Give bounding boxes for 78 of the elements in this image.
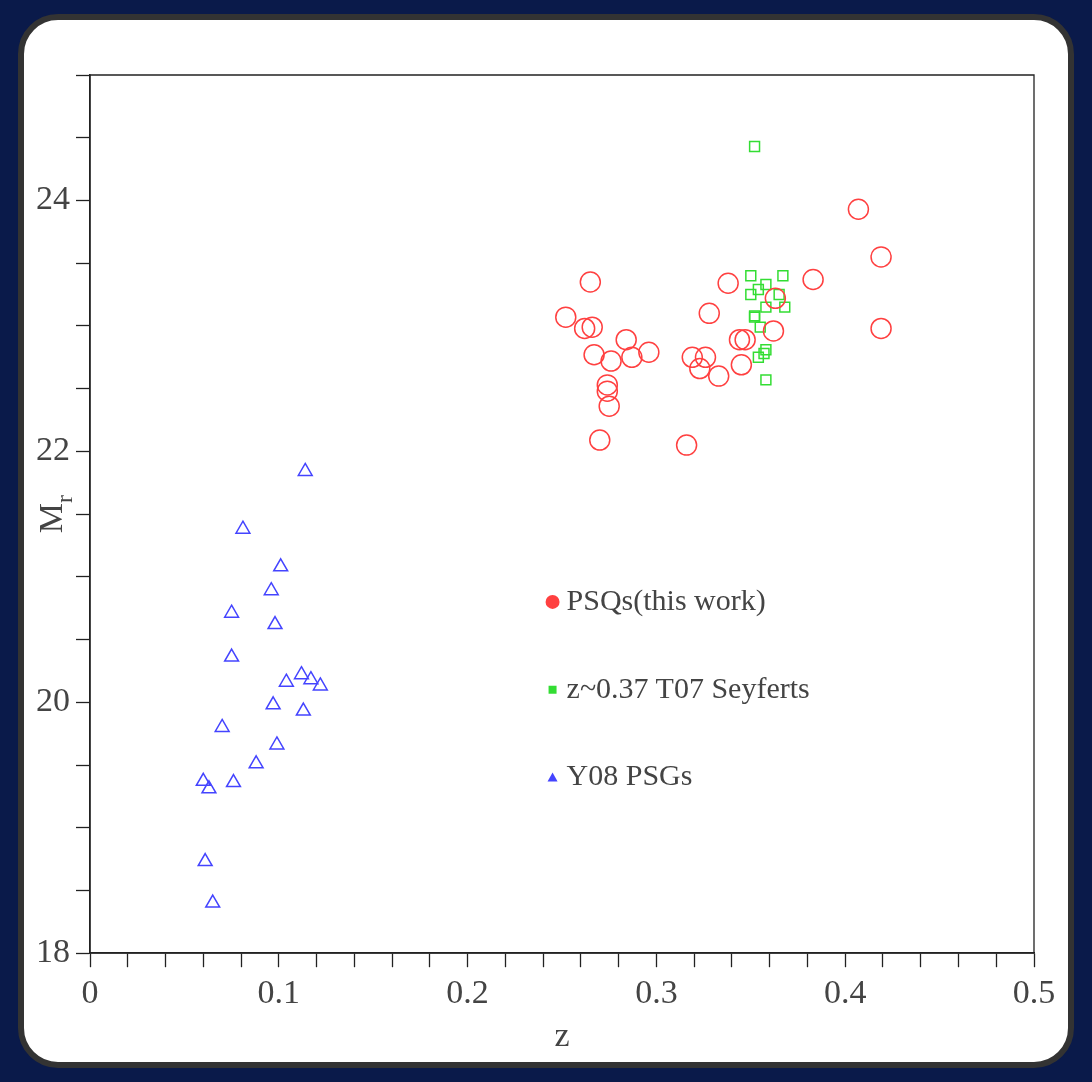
point (745, 270, 757, 282)
point (293, 665, 310, 680)
legend-label: z~0.37 T07 Seyferts (566, 670, 810, 704)
y-tick-label: 18 (36, 932, 70, 970)
y-axis-title: Mr (32, 494, 78, 534)
y-tick-label: 22 (36, 430, 70, 468)
point (752, 351, 765, 363)
point (762, 320, 785, 342)
point (748, 140, 761, 153)
x-tick-label: 0 (81, 972, 99, 1010)
point (870, 246, 892, 268)
point (734, 328, 756, 351)
point (303, 670, 319, 685)
point (596, 380, 619, 402)
point (752, 283, 765, 296)
point (225, 773, 242, 788)
legend-label: PSQs(this work) (566, 582, 766, 617)
legend-label: Y08 PSGs (566, 758, 693, 792)
point (223, 604, 240, 618)
point (600, 350, 622, 372)
point (555, 306, 577, 328)
point (581, 316, 603, 338)
x-tick-label: 0.4 (823, 972, 867, 1010)
point (248, 755, 264, 769)
point (760, 374, 772, 386)
point (312, 677, 329, 691)
x-tick-label: 0.5 (1012, 972, 1056, 1010)
point (681, 346, 704, 369)
point (638, 341, 660, 364)
point (278, 673, 295, 687)
point (205, 894, 221, 908)
point (589, 429, 611, 451)
point (621, 346, 643, 369)
y-tick-label: 24 (36, 179, 70, 217)
point (779, 301, 791, 313)
point (760, 301, 772, 313)
point (297, 462, 313, 477)
point (870, 317, 892, 340)
x-tick-label: 0.3 (635, 972, 678, 1010)
point (730, 354, 753, 376)
point (694, 346, 717, 369)
point (195, 772, 211, 787)
point (598, 395, 620, 417)
point (728, 328, 751, 351)
point (573, 317, 596, 340)
x-tick-label: 0.2 (446, 972, 489, 1010)
point (197, 852, 213, 867)
point (764, 287, 787, 310)
point (269, 736, 285, 750)
point (847, 198, 870, 220)
point (583, 344, 605, 366)
point (263, 581, 279, 596)
point (675, 434, 698, 456)
point (615, 328, 637, 351)
point (689, 357, 711, 380)
x-tick-label: 0.1 (257, 972, 301, 1010)
point (265, 696, 281, 710)
x-axis-title: z (554, 1016, 570, 1053)
point (273, 558, 289, 572)
point (760, 344, 772, 356)
point (201, 780, 217, 794)
point (295, 702, 312, 716)
point (758, 347, 770, 360)
point (707, 365, 730, 387)
point (698, 302, 721, 325)
point (754, 321, 766, 333)
point (717, 272, 739, 295)
point (596, 374, 619, 396)
point (802, 268, 824, 291)
point (777, 270, 789, 282)
point (760, 278, 772, 291)
point (223, 648, 240, 662)
point (579, 271, 602, 293)
point (214, 718, 230, 733)
point (745, 288, 757, 301)
point (235, 520, 251, 534)
y-tick-label: 20 (36, 681, 70, 719)
point (267, 615, 283, 630)
